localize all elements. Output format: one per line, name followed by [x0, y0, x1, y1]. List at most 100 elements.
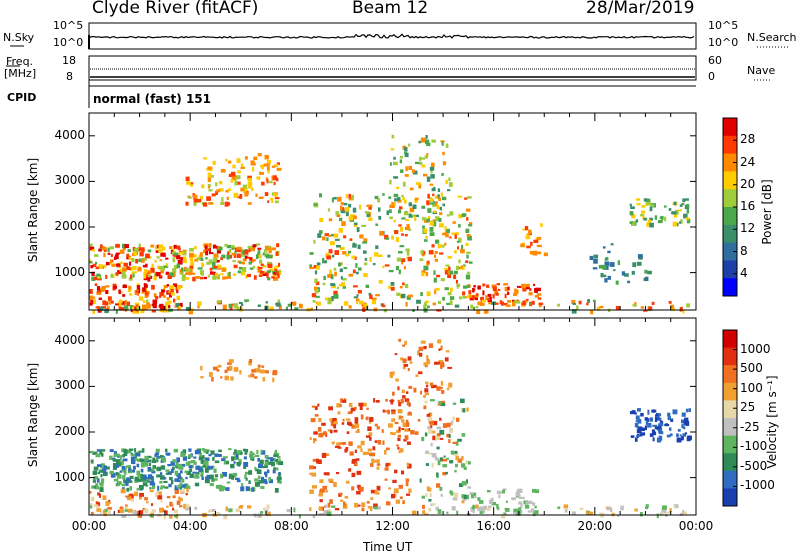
power-echo-cell	[120, 261, 123, 264]
velocity-echo-cell	[246, 486, 250, 489]
velocity-echo-cell	[430, 430, 436, 434]
power-echo-cell	[203, 157, 208, 160]
power-echo-cell	[172, 283, 178, 287]
power-echo-cell	[352, 269, 356, 274]
power-echo-cell	[262, 272, 267, 276]
power-echo-cell	[226, 245, 232, 249]
velocity-echo-cell	[442, 472, 447, 476]
power-echo-cell	[654, 215, 658, 220]
velocity-echo-cell	[463, 495, 467, 500]
power-echo-cell	[155, 250, 160, 253]
velocity-echo-cell	[165, 472, 170, 475]
velocity-echo-cell	[218, 449, 222, 453]
velocity-echo-cell	[425, 384, 429, 388]
power-echo-cell	[328, 218, 333, 222]
velocity-echo-cell	[181, 484, 187, 488]
power-echo-cell	[181, 276, 186, 282]
velocity-echo-cell	[273, 467, 277, 470]
power-echo-cell	[423, 304, 426, 310]
velocity-echo-cell	[640, 412, 644, 417]
power-echo-cell	[244, 156, 248, 160]
velocity-echo-cell	[406, 462, 409, 467]
power-echo-cell	[267, 261, 273, 265]
power-echo-cell	[650, 204, 655, 208]
velocity-echo-cell	[533, 510, 539, 514]
velocity-echo-cell	[420, 340, 426, 344]
power-echo-cell	[276, 243, 280, 248]
power-echo-cell	[233, 264, 238, 269]
velocity-echo-cell	[139, 474, 143, 478]
power-echo-cell	[128, 256, 132, 260]
power-echo-cell	[609, 262, 615, 267]
power-echo-cell	[139, 252, 144, 257]
power-echo-cell	[637, 254, 643, 259]
velocity-echo-cell	[354, 420, 359, 425]
velocity-echo-cell	[448, 434, 451, 438]
power-echo-cell	[252, 244, 257, 247]
power-echo-cell	[144, 269, 148, 274]
power-echo-cell	[110, 253, 113, 258]
power-echo-cell	[627, 280, 631, 284]
velocity-echo-cell	[520, 496, 525, 499]
power-echo-cell	[132, 266, 137, 271]
velocity-echo-cell	[404, 340, 407, 345]
power-echo-cell	[393, 161, 398, 166]
power-echo-cell	[237, 181, 241, 185]
velocity-echo-cell	[230, 376, 234, 381]
velocity-echo-cell	[243, 456, 247, 460]
velocity-echo-cell	[246, 505, 252, 509]
power-echo-cell	[422, 225, 425, 229]
power-echo-cell	[408, 213, 412, 218]
power-echo-cell	[408, 228, 412, 231]
velocity-echo-cell	[673, 505, 676, 509]
power-echo-cell	[183, 268, 187, 272]
velocity-echo-cell	[620, 505, 624, 511]
power-echo-cell	[177, 285, 181, 290]
velocity-echo-cell	[108, 499, 111, 503]
velocity-echo-cell	[448, 382, 453, 388]
velocity-echo-cell	[214, 460, 220, 464]
power-echo-cell	[276, 167, 282, 171]
power-echo-cell	[676, 222, 679, 227]
velocity-echo-cell	[96, 508, 102, 512]
power-echo-cell	[472, 287, 475, 293]
power-echo-cell	[207, 184, 211, 187]
velocity-echo-cell	[599, 512, 605, 516]
power-echo-cell	[326, 237, 329, 242]
velocity-echo-cell	[116, 475, 122, 479]
power-echo-cell	[461, 244, 464, 250]
velocity-echo-cell	[482, 505, 488, 510]
power-echo-cell	[385, 237, 390, 240]
velocity-echo-cell	[202, 455, 205, 459]
velocity-echo-cell	[321, 452, 327, 458]
power-echo-cell	[136, 306, 141, 310]
power-echo-cell	[212, 244, 216, 248]
velocity-echo-cell	[430, 503, 433, 506]
velocity-echo-cell	[173, 509, 178, 514]
power-echo-cell	[444, 270, 449, 275]
power-echo-cell	[364, 211, 370, 214]
velocity-echo-cell	[359, 405, 363, 410]
power-echo-cell	[352, 243, 357, 248]
power-echo-cell	[536, 287, 541, 292]
velocity-echo-cell	[99, 483, 104, 487]
power-echo-cell	[273, 276, 279, 281]
velocity-echo-cell	[327, 429, 331, 432]
velocity-echo-cell	[424, 392, 429, 396]
power-echo-cell	[673, 214, 678, 218]
velocity-echo-cell	[384, 449, 387, 455]
power-echo-cell	[465, 260, 469, 263]
velocity-echo-cell	[486, 507, 491, 511]
velocity-echo-cell	[357, 445, 362, 449]
power-echo-cell	[430, 202, 435, 205]
velocity-echo-cell	[219, 486, 224, 492]
velocity-echo-cell	[391, 410, 396, 415]
power-echo-cell	[205, 257, 208, 260]
velocity-echo-cell	[188, 448, 192, 452]
power-echo-cell	[218, 246, 223, 251]
velocity-echo-cell	[138, 473, 144, 476]
velocity-echo-cell	[138, 510, 144, 515]
velocity-echo-cell	[333, 424, 337, 429]
power-echo-cell	[366, 213, 370, 218]
velocity-echo-cell	[634, 508, 638, 512]
